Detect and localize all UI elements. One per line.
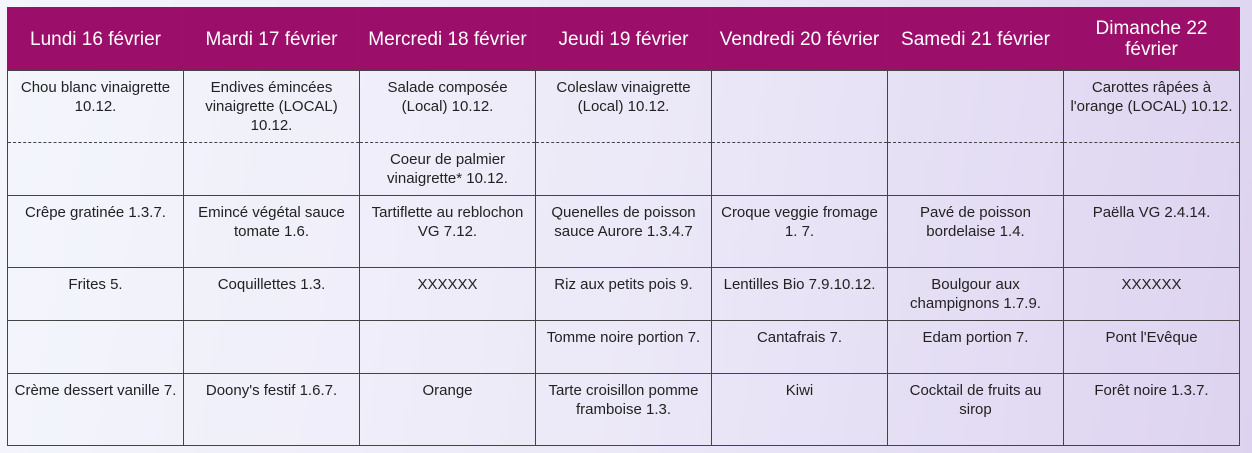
day-header: Mercredi 18 février [359, 7, 536, 71]
menu-cell [887, 142, 1064, 196]
menu-cell [711, 142, 888, 196]
menu-cell [7, 142, 184, 196]
menu-cell: Carottes râpées à l'orange (LOCAL) 10.12… [1063, 70, 1240, 143]
menu-cell: Coquillettes 1.3. [183, 267, 360, 321]
weekly-menu-table: Lundi 16 février Mardi 17 février Mercredi… [7, 7, 1240, 446]
menu-cell [535, 142, 712, 196]
menu-cell: Orange [359, 373, 536, 446]
menu-cell: Salade composée (Local) 10.12. [359, 70, 536, 143]
day-header: Mardi 17 février [183, 7, 360, 71]
menu-row: Coeur de palmier vinaigrette* 10.12. [7, 142, 1240, 196]
menu-cell: Kiwi [711, 373, 888, 446]
menu-row: Crème dessert vanille 7. Doony's festif 1… [7, 373, 1240, 446]
menu-cell: XXXXXX [1063, 267, 1240, 321]
menu-cell: Frites 5. [7, 267, 184, 321]
menu-cell: Pont l'Evêque [1063, 320, 1240, 374]
menu-cell: Endives émincées vinaigrette (LOCAL) 10.… [183, 70, 360, 143]
menu-cell [183, 320, 360, 374]
menu-cell: Pavé de poisson bordelaise 1.4. [887, 195, 1064, 268]
menu-cell: Riz aux petits pois 9. [535, 267, 712, 321]
menu-row: Frites 5. Coquillettes 1.3. XXXXXX Riz aux … [7, 267, 1240, 321]
header-row: Lundi 16 février Mardi 17 février Mercredi… [7, 7, 1240, 71]
menu-cell: Tarte croisillon pomme framboise 1.3. [535, 373, 712, 446]
menu-cell [359, 320, 536, 374]
menu-cell [887, 70, 1064, 143]
menu-cell: Edam portion 7. [887, 320, 1064, 374]
menu-cell: Crème dessert vanille 7. [7, 373, 184, 446]
menu-row: Crêpe gratinée 1.3.7. Emincé végétal sauc… [7, 195, 1240, 268]
menu-row: Tomme noire portion 7. Cantafrais 7. Edam … [7, 320, 1240, 374]
menu-cell: XXXXXX [359, 267, 536, 321]
menu-cell: Emincé végétal sauce tomate 1.6. [183, 195, 360, 268]
day-header: Samedi 21 février [887, 7, 1064, 71]
menu-cell: Cantafrais 7. [711, 320, 888, 374]
menu-cell: Doony's festif 1.6.7. [183, 373, 360, 446]
menu-cell: Paëlla VG 2.4.14. [1063, 195, 1240, 268]
menu-cell: Coleslaw vinaigrette (Local) 10.12. [535, 70, 712, 143]
menu-cell [1063, 142, 1240, 196]
menu-cell [183, 142, 360, 196]
day-header: Dimanche 22 février [1063, 7, 1240, 71]
day-header: Vendredi 20 février [711, 7, 888, 71]
menu-cell: Croque veggie fromage 1. 7. [711, 195, 888, 268]
menu-cell: Quenelles de poisson sauce Aurore 1.3.4.… [535, 195, 712, 268]
menu-cell: Forêt noire 1.3.7. [1063, 373, 1240, 446]
menu-cell: Chou blanc vinaigrette 10.12. [7, 70, 184, 143]
menu-cell: Crêpe gratinée 1.3.7. [7, 195, 184, 268]
menu-cell: Cocktail de fruits au sirop [887, 373, 1064, 446]
menu-cell: Coeur de palmier vinaigrette* 10.12. [359, 142, 536, 196]
menu-cell [711, 70, 888, 143]
menu-cell: Tartiflette au reblochon VG 7.12. [359, 195, 536, 268]
menu-cell: Tomme noire portion 7. [535, 320, 712, 374]
day-header: Jeudi 19 février [535, 7, 712, 71]
menu-cell: Boulgour aux champignons 1.7.9. [887, 267, 1064, 321]
menu-cell: Lentilles Bio 7.9.10.12. [711, 267, 888, 321]
day-header: Lundi 16 février [7, 7, 184, 71]
menu-row: Chou blanc vinaigrette 10.12. Endives émi… [7, 70, 1240, 143]
menu-cell [7, 320, 184, 374]
